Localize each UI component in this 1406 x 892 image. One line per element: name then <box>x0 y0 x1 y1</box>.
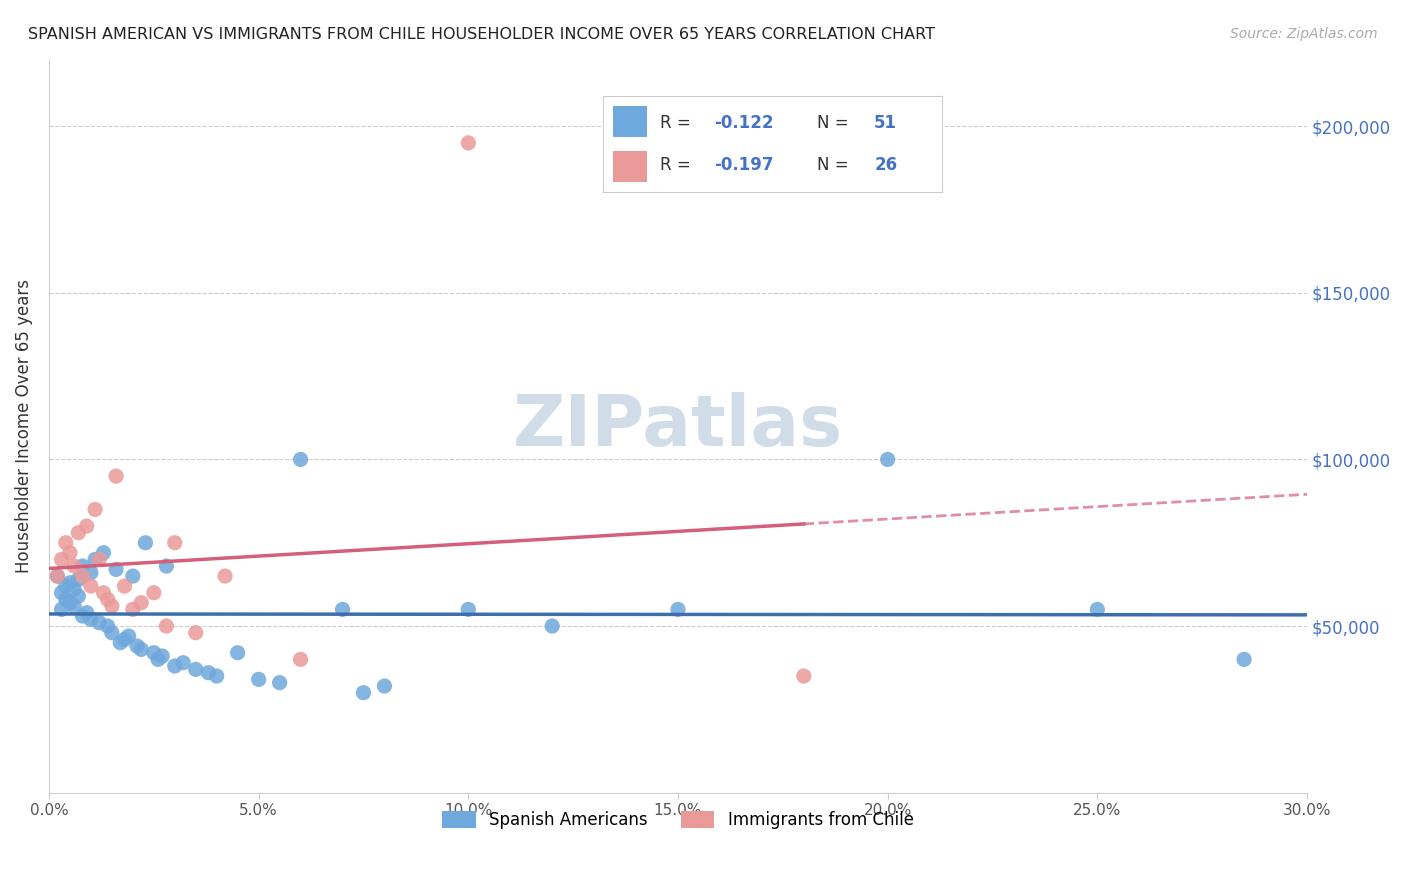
Point <box>72 559 94 574</box>
Point <box>129 596 152 610</box>
Point <box>59 596 82 610</box>
Point <box>105 562 128 576</box>
Point <box>155 619 177 633</box>
Point <box>163 659 186 673</box>
Point <box>226 646 249 660</box>
Point <box>129 642 152 657</box>
Point <box>155 559 177 574</box>
Point <box>72 609 94 624</box>
Point <box>114 579 136 593</box>
Point <box>80 579 103 593</box>
Point <box>353 686 375 700</box>
Point <box>876 452 898 467</box>
Point <box>84 502 107 516</box>
Point <box>97 619 120 633</box>
Point <box>110 636 132 650</box>
Point <box>197 665 219 680</box>
Point <box>51 552 73 566</box>
Point <box>59 575 82 590</box>
Point <box>332 602 354 616</box>
Point <box>72 569 94 583</box>
Point <box>101 625 124 640</box>
Point <box>46 569 69 583</box>
Point <box>290 452 312 467</box>
Point <box>67 589 90 603</box>
Point <box>76 519 98 533</box>
Point <box>80 612 103 626</box>
Point <box>290 652 312 666</box>
Point <box>101 599 124 613</box>
Point <box>93 546 115 560</box>
Point <box>541 619 564 633</box>
Point <box>142 585 165 599</box>
Point <box>59 546 82 560</box>
Point <box>80 566 103 580</box>
Point <box>172 656 194 670</box>
Point <box>214 569 236 583</box>
Point <box>793 669 815 683</box>
Point <box>114 632 136 647</box>
Point <box>269 675 291 690</box>
Point <box>373 679 395 693</box>
Point <box>93 585 115 599</box>
Point <box>63 582 86 597</box>
Point <box>63 599 86 613</box>
Point <box>134 535 156 549</box>
Point <box>205 669 228 683</box>
Legend: Spanish Americans, Immigrants from Chile: Spanish Americans, Immigrants from Chile <box>436 804 921 836</box>
Point <box>67 525 90 540</box>
Text: ZIPatlas: ZIPatlas <box>513 392 844 460</box>
Point <box>46 569 69 583</box>
Point <box>55 535 77 549</box>
Point <box>457 602 479 616</box>
Point <box>51 585 73 599</box>
Point <box>1085 602 1108 616</box>
Point <box>247 673 270 687</box>
Point <box>142 646 165 660</box>
Point <box>121 602 143 616</box>
Point <box>67 573 90 587</box>
Point <box>89 615 111 630</box>
Point <box>1233 652 1256 666</box>
Point <box>457 136 479 150</box>
Point <box>51 602 73 616</box>
Point <box>63 559 86 574</box>
Y-axis label: Householder Income Over 65 years: Householder Income Over 65 years <box>15 279 32 574</box>
Text: Source: ZipAtlas.com: Source: ZipAtlas.com <box>1230 27 1378 41</box>
Point <box>55 592 77 607</box>
Point <box>125 639 148 653</box>
Point <box>105 469 128 483</box>
Point <box>121 569 143 583</box>
Point <box>666 602 689 616</box>
Text: SPANISH AMERICAN VS IMMIGRANTS FROM CHILE HOUSEHOLDER INCOME OVER 65 YEARS CORRE: SPANISH AMERICAN VS IMMIGRANTS FROM CHIL… <box>28 27 935 42</box>
Point <box>76 606 98 620</box>
Point <box>146 652 169 666</box>
Point <box>184 662 207 676</box>
Point <box>97 592 120 607</box>
Point <box>150 648 173 663</box>
Point <box>163 535 186 549</box>
Point <box>184 625 207 640</box>
Point <box>84 552 107 566</box>
Point <box>117 629 139 643</box>
Point <box>55 579 77 593</box>
Point <box>89 552 111 566</box>
